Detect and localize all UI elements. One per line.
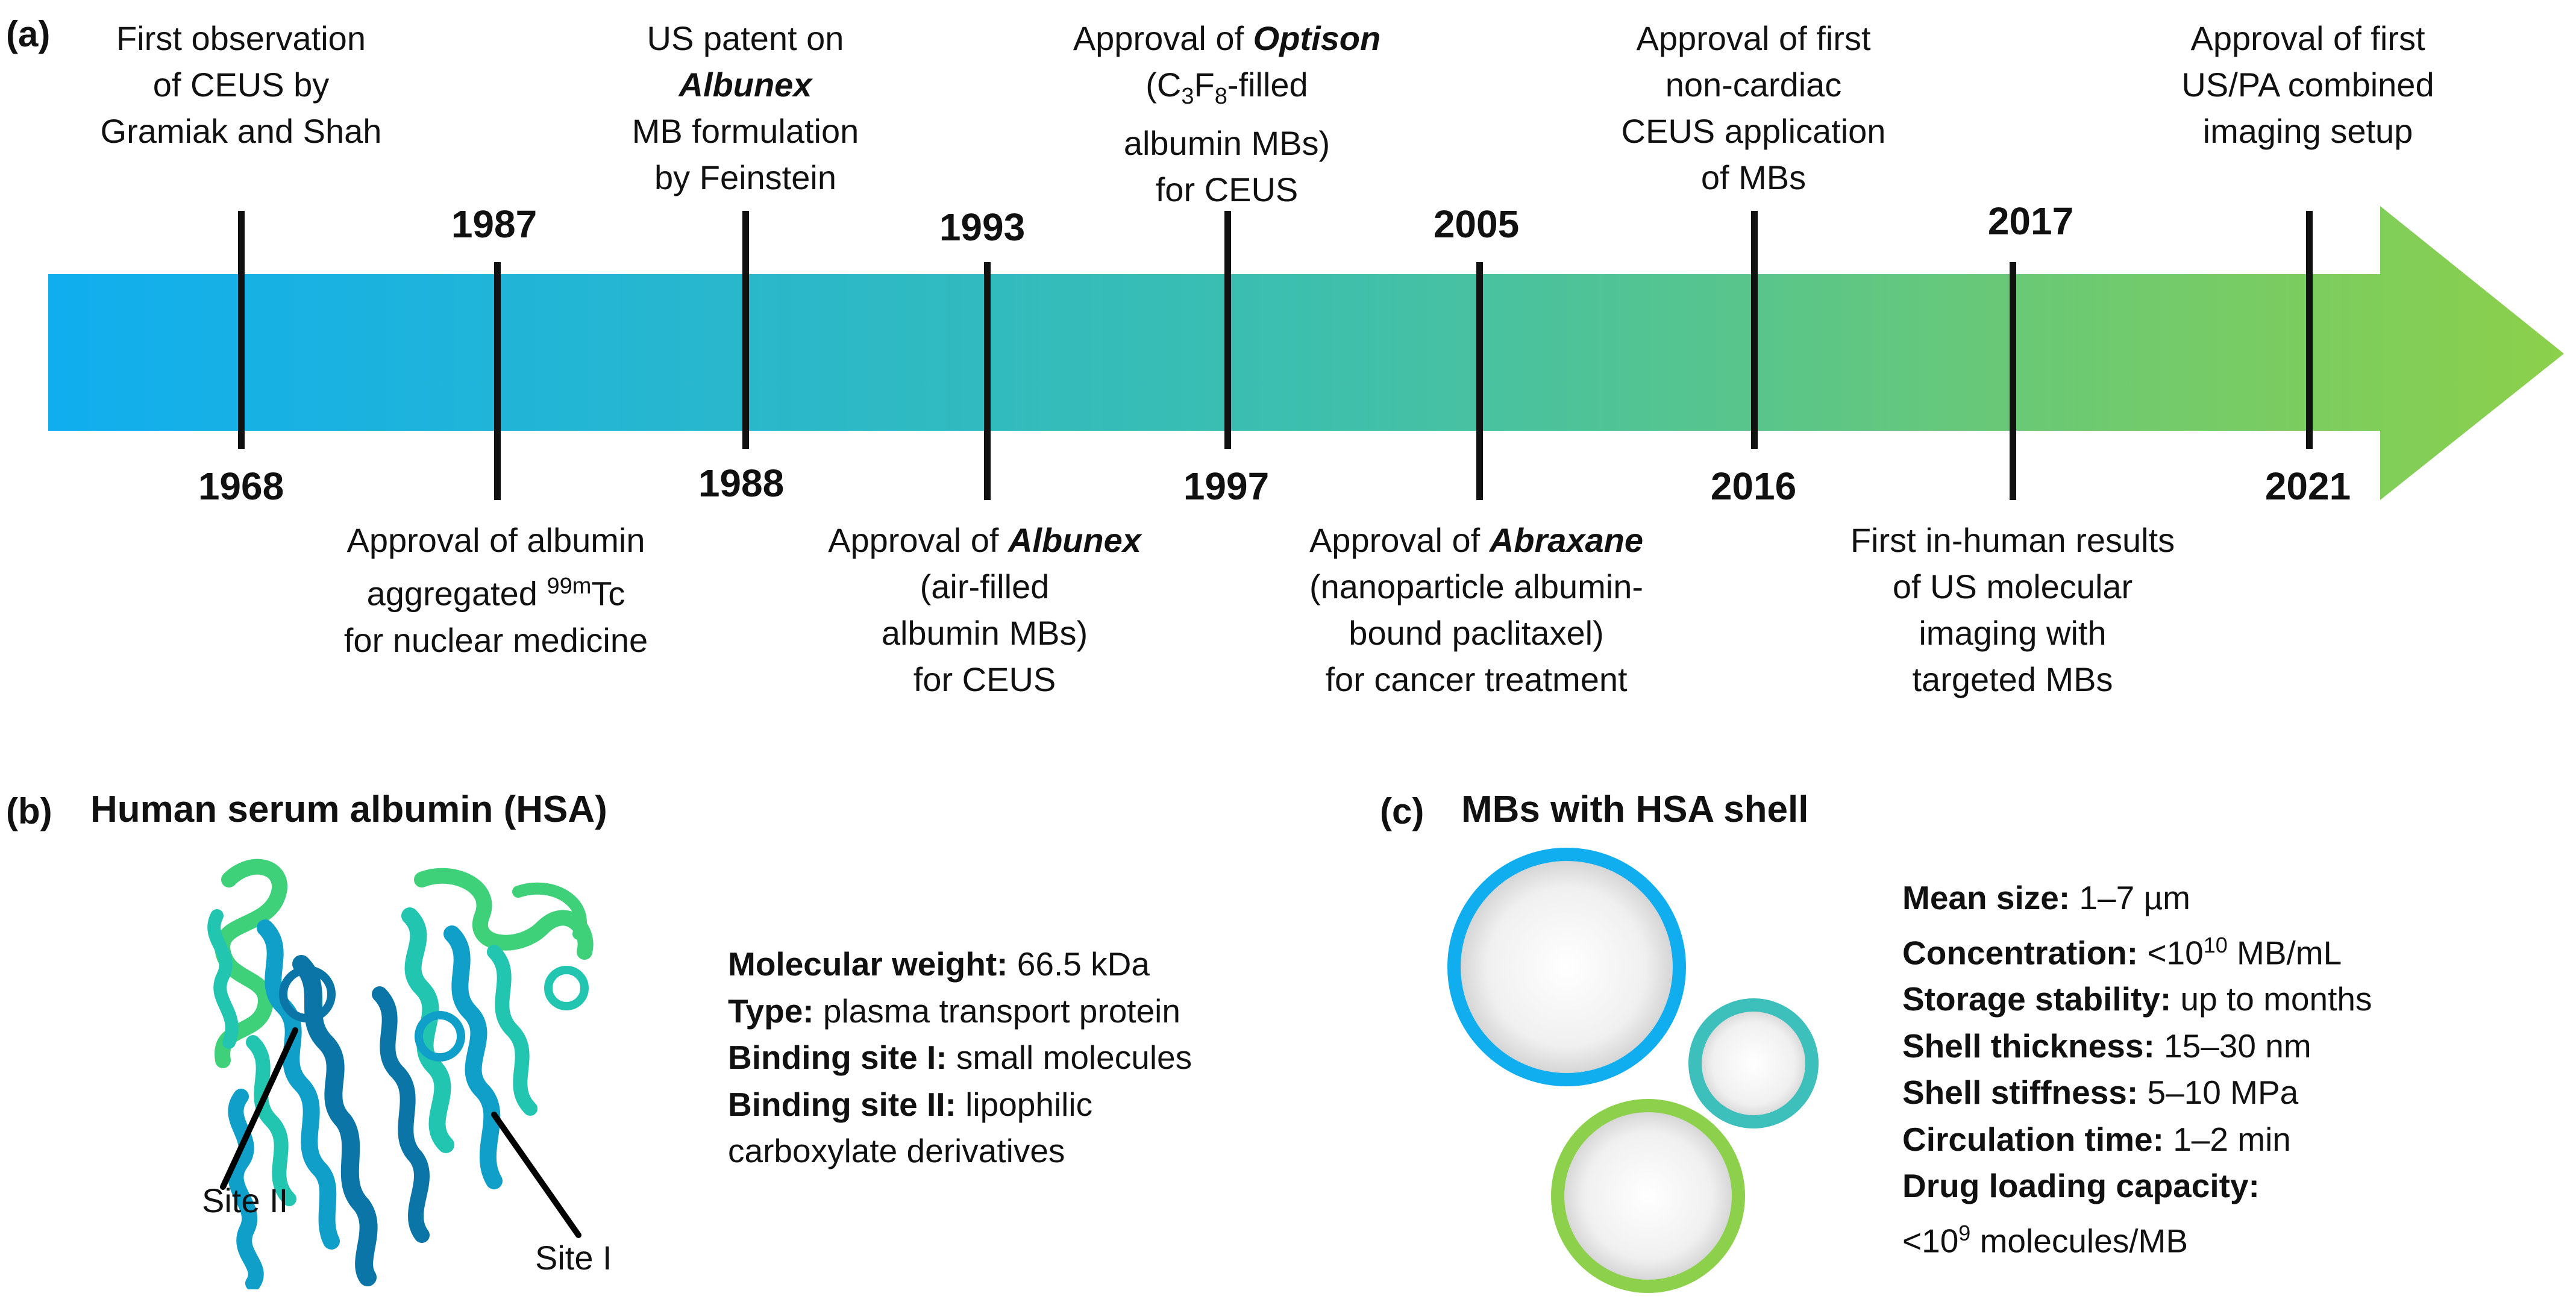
event-line: Albunex <box>534 61 956 108</box>
property-line: <109 molecules/MB <box>1902 1220 2188 1260</box>
timeline-arrow <box>48 206 2564 500</box>
year-label: 2005 <box>1433 202 1520 246</box>
microbubble-illustration <box>1447 848 1819 1293</box>
year-label: 1988 <box>698 462 785 505</box>
event-line: First in-human results <box>1850 521 2175 559</box>
timeline-tick <box>1224 211 1231 449</box>
event-line: of CEUS by <box>152 66 330 104</box>
event-line: MB formulation <box>631 112 859 150</box>
event-1993: Approval of Albunex (air-filled albumin … <box>774 517 1196 703</box>
microbubble-small <box>1688 998 1819 1128</box>
hsa-properties: Molecular weight: 66.5 kDa Type: plasma … <box>728 941 1192 1175</box>
event-line: targeted MBs <box>1912 660 2113 698</box>
year-label: 2021 <box>2264 465 2351 508</box>
year-label: 2017 <box>1987 199 2074 243</box>
event-line: Approval of albumin <box>346 521 645 559</box>
event-2005: Approval of Abraxane (nanoparticle album… <box>1265 517 1687 703</box>
year-label: 1997 <box>1183 465 1270 508</box>
event-line: for CEUS <box>913 660 1056 698</box>
event-2021: Approval of first US/PA combined imaging… <box>2097 15 2519 154</box>
hsa-protein-structure <box>207 859 594 1289</box>
timeline-tick <box>2010 262 2016 500</box>
event-2016: Approval of first non-cardiac CEUS appli… <box>1543 15 1964 201</box>
property-line: carboxylate derivatives <box>728 1132 1065 1169</box>
property-line: Shell stiffness: 5–10 MPa <box>1902 1074 2299 1112</box>
property-line: Drug loading capacity: <box>1902 1167 2260 1205</box>
event-line: Approval of Albunex <box>828 521 1141 559</box>
event-line: CEUS application <box>1621 112 1886 150</box>
event-line: bound paclitaxel) <box>1349 614 1604 652</box>
event-1988: US patent on Albunex MB formulation by F… <box>534 15 956 201</box>
year-label: 2016 <box>1710 465 1797 508</box>
year-label: 1968 <box>198 465 284 508</box>
microbubble-medium <box>1551 1099 1745 1293</box>
site-i-label: Site I <box>535 1239 612 1277</box>
event-line: imaging with <box>1919 614 2107 652</box>
property-line: Type: plasma transport protein <box>728 992 1180 1030</box>
event-line: of US molecular <box>1892 568 2133 606</box>
year-label: 1987 <box>451 202 537 246</box>
event-line: for nuclear medicine <box>343 621 648 659</box>
property-line: Mean size: 1–7 µm <box>1902 879 2190 916</box>
panel-c-title: MBs with HSA shell <box>1461 789 1809 830</box>
event-line: (C3F8-filled <box>1145 66 1308 110</box>
panel-c-label: (c) <box>1380 791 1424 831</box>
event-line: Approval of first <box>2190 19 2425 57</box>
event-line: First observation <box>116 19 366 57</box>
event-1987: Approval of albumin aggregated 99mTc for… <box>285 517 707 663</box>
event-line: albumin MBs) <box>881 614 1088 652</box>
timeline-tick <box>742 211 749 449</box>
event-line: (nanoparticle albumin- <box>1309 568 1644 606</box>
event-line: Approval of Abraxane <box>1309 521 1644 559</box>
event-line: albumin MBs) <box>1123 124 1330 163</box>
event-line: US/PA combined <box>2181 66 2434 104</box>
event-line: (air-filled <box>920 568 1050 606</box>
event-line: of MBs <box>1700 158 1807 196</box>
event-line: non-cardiac <box>1665 66 1842 104</box>
property-line: Binding site I: small molecules <box>728 1039 1192 1076</box>
property-line: Concentration: <1010 MB/mL <box>1902 932 2342 971</box>
event-line: by Feinstein <box>654 158 836 196</box>
timeline-arrow-shape <box>48 206 2564 500</box>
timeline-tick <box>984 262 991 500</box>
event-2017: First in-human results of US molecular i… <box>1802 517 2223 703</box>
event-line: for cancer treatment <box>1325 660 1628 698</box>
property-line: Circulation time: 1–2 min <box>1902 1120 2291 1158</box>
mb-properties: Mean size: 1–7 µm Concentration: <1010 M… <box>1902 875 2372 1265</box>
event-line: for CEUS <box>1155 171 1299 209</box>
property-line: Shell thickness: 15–30 nm <box>1902 1027 2311 1065</box>
event-line: Gramiak and Shah <box>100 112 382 150</box>
property-line: Storage stability: up to months <box>1902 980 2372 1018</box>
event-1997: Approval of Optison (C3F8-filled albumin… <box>1016 15 1438 213</box>
event-line: aggregated 99mTc <box>366 574 625 613</box>
timeline-tick <box>494 262 501 500</box>
drug-name-albunex: Albunex <box>678 66 812 104</box>
event-line: imaging setup <box>2202 112 2413 150</box>
event-1968: First observation of CEUS by Gramiak and… <box>30 15 452 154</box>
panel-b-label: (b) <box>6 791 52 831</box>
event-line: US patent on <box>647 19 844 57</box>
property-line: Binding site II: lipophilic <box>728 1085 1093 1123</box>
timeline-tick <box>1751 211 1758 449</box>
microbubble-large <box>1447 848 1686 1086</box>
site-ii-label: Site II <box>202 1181 289 1219</box>
timeline-tick <box>2306 211 2313 449</box>
event-line: Approval of Optison <box>1073 19 1381 57</box>
panel-a-label: (a) <box>6 14 51 54</box>
event-line: Approval of first <box>1636 19 1871 57</box>
year-label: 1993 <box>939 205 1026 249</box>
property-line: Molecular weight: 66.5 kDa <box>728 945 1150 983</box>
panel-b-title: Human serum albumin (HSA) <box>90 789 607 830</box>
timeline-tick <box>238 211 245 449</box>
timeline-tick <box>1476 262 1483 500</box>
